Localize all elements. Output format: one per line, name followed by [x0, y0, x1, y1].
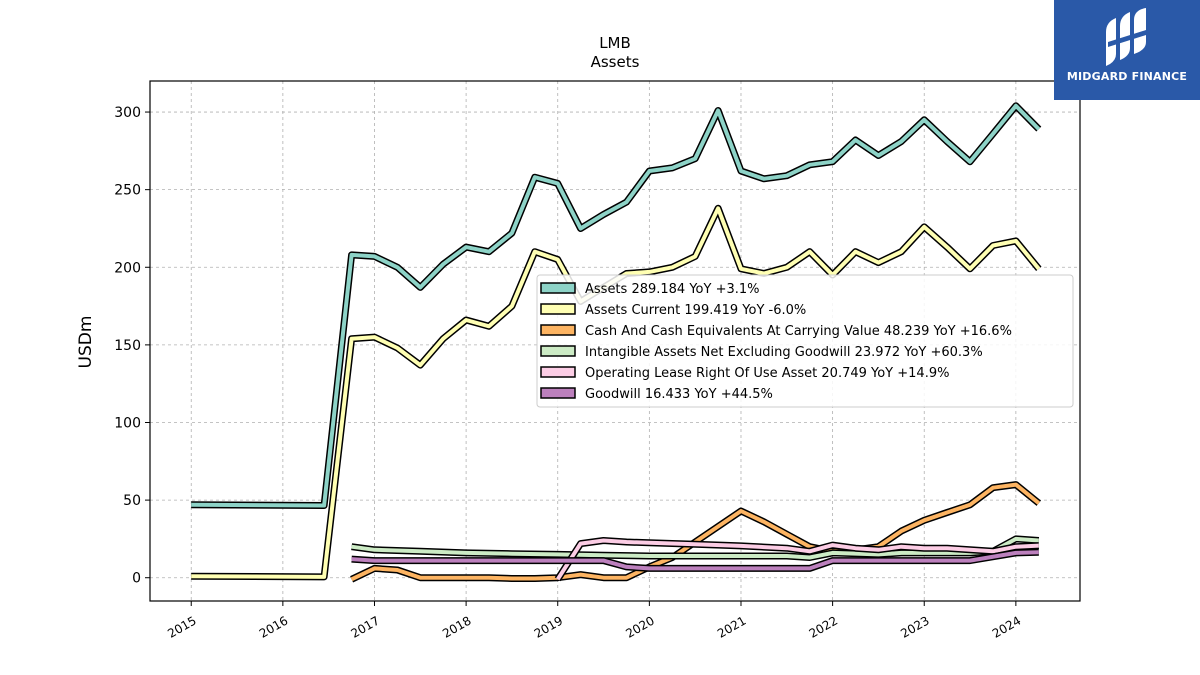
legend-swatch [540, 303, 576, 315]
x-tick-label: 2023 [898, 613, 931, 640]
midgard-logo-icon [1106, 8, 1146, 66]
legend-item: Cash And Cash Equivalents At Carrying Va… [540, 324, 1012, 339]
legend-label: Assets Current 199.419 YoY -6.0% [585, 303, 806, 318]
y-tick-label: 0 [132, 571, 141, 587]
legend-label: Intangible Assets Net Excluding Goodwill… [585, 345, 983, 360]
legend-swatch [540, 345, 576, 357]
x-tick-label: 2019 [532, 613, 565, 640]
x-tick-label: 2024 [990, 613, 1023, 640]
legend-label: Cash And Cash Equivalents At Carrying Va… [585, 324, 1012, 339]
y-tick-label: 100 [114, 415, 141, 431]
x-tick-label: 2017 [349, 613, 382, 640]
x-tick-label: 2018 [440, 613, 473, 640]
legend-label: Goodwill 16.433 YoY +44.5% [585, 387, 773, 402]
x-tick-label: 2022 [807, 613, 840, 640]
chart-subtitle: Assets [591, 53, 640, 71]
legend-item: Assets Current 199.419 YoY -6.0% [540, 303, 806, 318]
series-layer [191, 102, 1042, 583]
legend-swatch [540, 324, 576, 336]
series-line [191, 206, 1041, 579]
y-axis-label: USDm [76, 316, 96, 369]
plot-frame [149, 80, 1081, 602]
legend-item: Operating Lease Right Of Use Asset 20.74… [540, 366, 949, 381]
chart-legend: Assets 289.184 YoY +3.1% Assets Current 1… [536, 274, 1074, 408]
legend-swatch [540, 387, 576, 399]
brand-name: MIDGARD FINANCE [1066, 70, 1188, 83]
series-line [191, 103, 1041, 508]
legend-swatch [540, 366, 576, 378]
legend-box [536, 274, 1074, 408]
series-1 [191, 102, 1042, 509]
y-tick-label: 50 [123, 493, 141, 509]
y-axis-ticks: 0 50 100 150 200 250 300 [114, 105, 150, 587]
y-tick-label: 300 [114, 105, 141, 121]
y-tick-label: 150 [114, 338, 141, 354]
x-tick-label: 2016 [257, 613, 290, 640]
series-line [351, 536, 1039, 560]
x-tick-label: 2015 [165, 613, 198, 640]
series-line [556, 538, 1039, 581]
chart-title: LMB [599, 34, 631, 52]
y-tick-label: 250 [114, 183, 141, 199]
series-4 [351, 535, 1040, 561]
legend-swatch [540, 282, 576, 294]
x-axis-ticks: 2015 2016 2017 2018 2019 2020 2021 2022 2023 2024 [165, 601, 1023, 641]
series-6 [351, 548, 1039, 572]
legend-item: Goodwill 16.433 YoY +44.5% [540, 387, 773, 402]
series-2 [191, 204, 1042, 581]
series-5 [554, 537, 1039, 582]
legend-label: Operating Lease Right Of Use Asset 20.74… [585, 366, 949, 381]
y-tick-label: 200 [114, 260, 141, 276]
series-line [351, 550, 1039, 571]
legend-item: Intangible Assets Net Excluding Goodwill… [540, 345, 983, 360]
brand-logo: MIDGARD FINANCE [1054, 0, 1200, 100]
x-tick-label: 2021 [715, 613, 748, 640]
x-tick-label: 2020 [623, 613, 656, 640]
legend-item: Assets 289.184 YoY +3.1% [540, 282, 760, 297]
legend-label: Assets 289.184 YoY +3.1% [585, 282, 760, 297]
